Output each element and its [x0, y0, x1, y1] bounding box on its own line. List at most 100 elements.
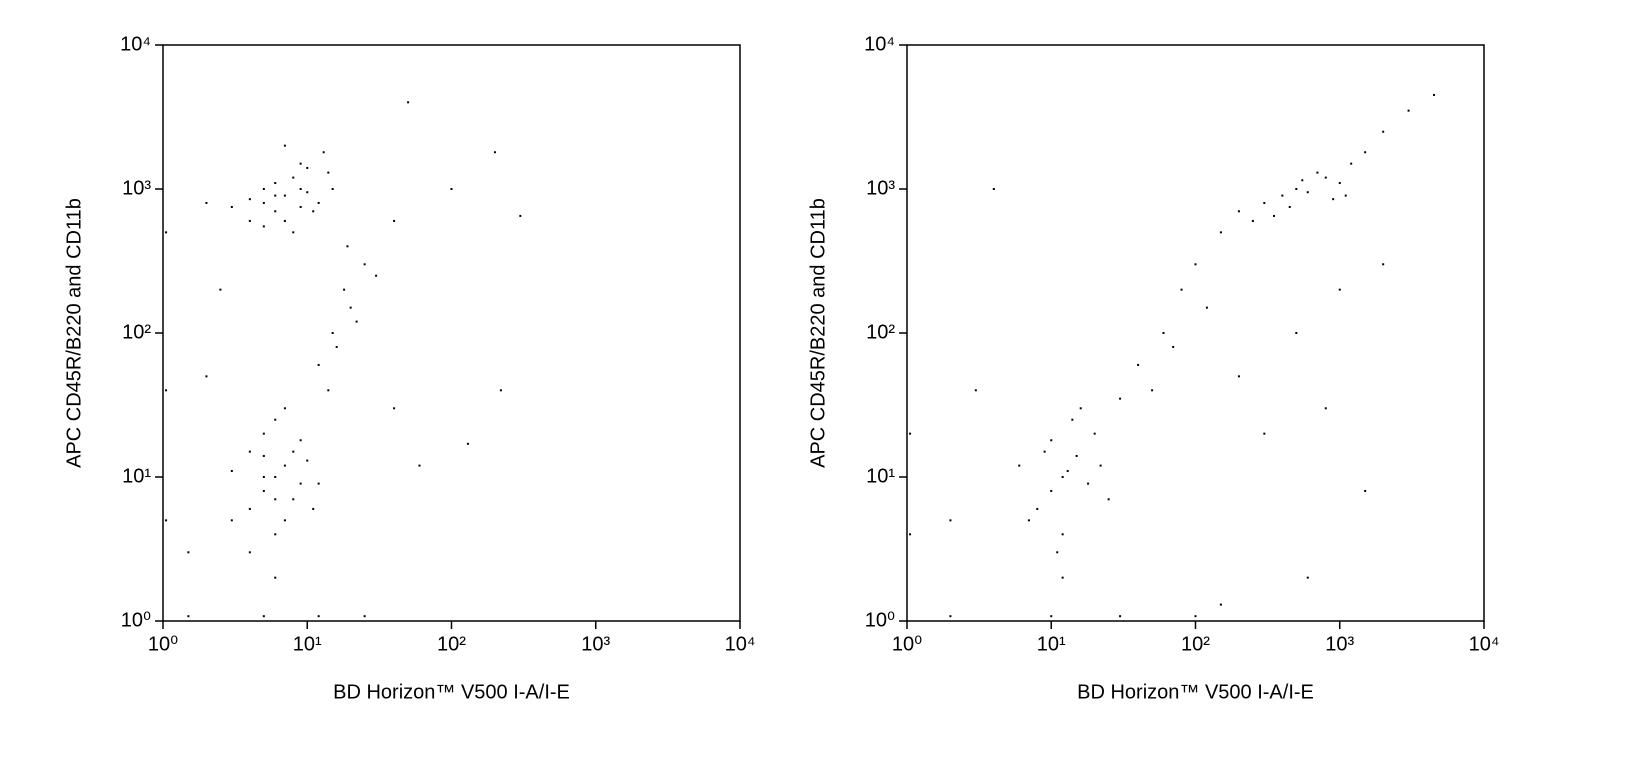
point — [317, 615, 320, 618]
point — [1107, 498, 1110, 501]
point — [283, 407, 286, 410]
point — [1237, 210, 1240, 213]
point — [230, 205, 233, 208]
point — [418, 464, 421, 467]
point — [306, 459, 309, 462]
point — [331, 188, 334, 190]
point — [407, 101, 410, 104]
point — [1050, 489, 1053, 492]
point — [205, 375, 208, 378]
point — [1306, 576, 1309, 579]
point — [299, 162, 302, 165]
y-tick-label: 10¹ — [122, 465, 151, 487]
y-tick-label: 10¹ — [866, 465, 895, 487]
x-tick-label: 10⁴ — [725, 633, 756, 655]
x-tick-label: 10² — [437, 633, 466, 655]
x-tick-label: 10² — [1181, 633, 1210, 655]
panel: 10⁰ 10¹ 10² 10³ 10⁴ 10⁰ 10¹ 10² 10³ 10⁴ BD Horizon… — [807, 33, 1499, 703]
y-tick-label: 10³ — [866, 177, 895, 199]
point — [1061, 533, 1064, 536]
point — [1075, 454, 1078, 457]
plot-frame — [162, 44, 741, 622]
point — [1219, 603, 1222, 606]
point — [262, 615, 265, 618]
point — [292, 450, 295, 453]
point — [499, 389, 502, 392]
point — [262, 188, 265, 190]
panel: 10⁰ 10¹ 10² 10³ 10⁴ 10⁰ 10¹ 10² 10³ 10⁴ BD Horizon… — [63, 33, 755, 703]
point — [1093, 432, 1096, 435]
point — [274, 498, 277, 501]
point — [274, 533, 277, 536]
point — [466, 442, 469, 445]
plot-frame — [906, 44, 1485, 622]
point — [312, 210, 315, 213]
point — [1087, 482, 1090, 485]
y-tick-label: 10⁴ — [864, 33, 895, 55]
x-tick-label: 10⁰ — [892, 633, 922, 655]
x-axis-label: BD Horizon™ V500 I-A/I-E — [333, 681, 570, 703]
point — [1316, 171, 1319, 174]
point — [274, 576, 277, 579]
point — [1364, 151, 1367, 154]
point — [1364, 489, 1367, 492]
point — [1172, 345, 1175, 348]
point — [1263, 432, 1266, 435]
point — [283, 519, 286, 522]
point — [274, 476, 277, 478]
point — [1119, 615, 1122, 618]
point — [493, 151, 496, 154]
point — [1301, 179, 1304, 182]
point — [306, 191, 309, 194]
point — [299, 439, 302, 442]
x-tick-label: 10⁴ — [1469, 633, 1500, 655]
point — [335, 345, 338, 348]
point — [1263, 201, 1266, 204]
point — [248, 551, 251, 554]
point — [349, 306, 352, 309]
y-tick-label: 10² — [866, 321, 895, 343]
point — [248, 198, 251, 201]
point — [949, 615, 952, 618]
point — [363, 263, 366, 266]
point — [248, 507, 251, 510]
point — [1119, 397, 1122, 400]
point — [1099, 464, 1102, 467]
point — [1079, 407, 1082, 410]
point — [292, 231, 295, 234]
y-tick-label: 10² — [122, 321, 151, 343]
point — [1272, 214, 1275, 217]
point — [1066, 470, 1069, 473]
point — [1027, 519, 1030, 522]
point — [292, 498, 295, 501]
point — [283, 464, 286, 467]
point — [317, 201, 320, 204]
point — [327, 171, 330, 174]
point — [292, 176, 295, 179]
point — [165, 389, 168, 392]
point — [1219, 231, 1222, 234]
point — [187, 551, 190, 554]
point — [1050, 439, 1053, 442]
point — [327, 389, 330, 392]
point — [1162, 332, 1165, 334]
x-axis-label: BD Horizon™ V500 I-A/I-E — [1077, 681, 1314, 703]
point — [1061, 576, 1064, 579]
point — [519, 214, 522, 217]
point — [949, 519, 952, 522]
point — [299, 188, 302, 190]
point — [1432, 93, 1435, 96]
point — [1324, 407, 1327, 410]
x-tick-label: 10¹ — [1037, 633, 1066, 655]
point — [909, 533, 912, 536]
x-tick-label: 10¹ — [293, 633, 322, 655]
point — [355, 320, 358, 323]
point — [312, 507, 315, 510]
point — [1306, 191, 1309, 194]
point — [343, 288, 346, 291]
point — [1205, 306, 1208, 309]
point — [165, 519, 168, 522]
point — [974, 389, 977, 392]
point — [205, 201, 208, 204]
point — [262, 225, 265, 228]
